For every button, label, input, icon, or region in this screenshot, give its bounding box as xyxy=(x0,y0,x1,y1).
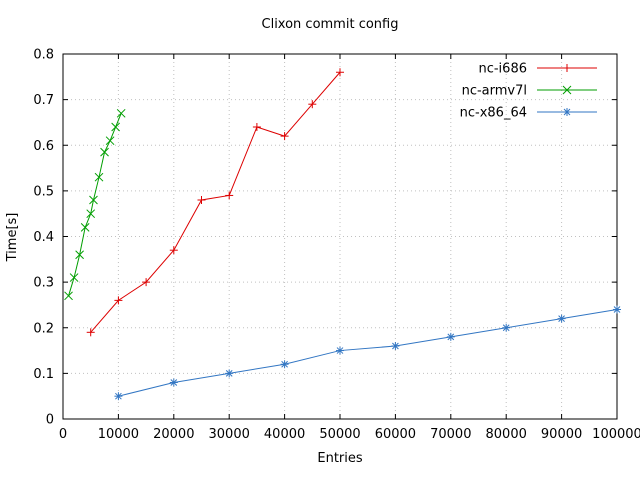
y-tick-label: 0.8 xyxy=(33,48,54,63)
x-tick-label: 0 xyxy=(59,427,67,442)
x-tick-label: 60000 xyxy=(375,427,416,442)
x-tick-label: 10000 xyxy=(98,427,139,442)
y-tick-label: 0.4 xyxy=(33,230,54,245)
legend-label: nc-armv7l xyxy=(462,84,527,99)
legend-sample xyxy=(537,64,597,72)
plot-area: 0 10000 20000 30000 40000 50000 60000 70000 8000… xyxy=(33,48,640,443)
series-nc-x86_64 xyxy=(114,305,621,401)
y-tick-label: 0.6 xyxy=(33,139,54,154)
y-tick-label: 0.2 xyxy=(33,321,54,336)
y-tick-label: 0.5 xyxy=(33,184,54,199)
x-tick-label: 80000 xyxy=(486,427,527,442)
y-tick-label: 0.7 xyxy=(33,93,54,108)
x-tick-label: 70000 xyxy=(430,427,471,442)
legend-label: nc-i686 xyxy=(478,62,527,77)
x-tick-label: 20000 xyxy=(153,427,194,442)
y-tick-label: 0 xyxy=(46,413,54,428)
legend-label: nc-x86_64 xyxy=(460,106,527,121)
x-tick-label: 40000 xyxy=(264,427,305,442)
y-axis-label: Time[s] xyxy=(5,213,20,263)
y-tick-label: 0.3 xyxy=(33,276,54,291)
y-tick-label: 0.1 xyxy=(33,367,54,382)
plot-frame xyxy=(62,53,618,420)
x-tick-label: 50000 xyxy=(319,427,360,442)
chart-title: Clixon commit config xyxy=(262,17,399,32)
series-nc-i686 xyxy=(86,68,344,337)
x-tick-label: 30000 xyxy=(209,427,250,442)
legend-sample xyxy=(537,85,597,95)
x-axis-label: Entries xyxy=(317,451,363,466)
tick-labels: 0 10000 20000 30000 40000 50000 60000 70000 8000… xyxy=(33,48,640,443)
series-nc-armv7l xyxy=(64,108,126,301)
legend-sample xyxy=(537,108,597,116)
x-tick-label: 90000 xyxy=(541,427,582,442)
x-tick-label: 100000 xyxy=(592,427,640,442)
grid-lines xyxy=(62,53,618,420)
legend: nc-i686 nc-armv7l nc-x86_64 xyxy=(460,62,597,121)
